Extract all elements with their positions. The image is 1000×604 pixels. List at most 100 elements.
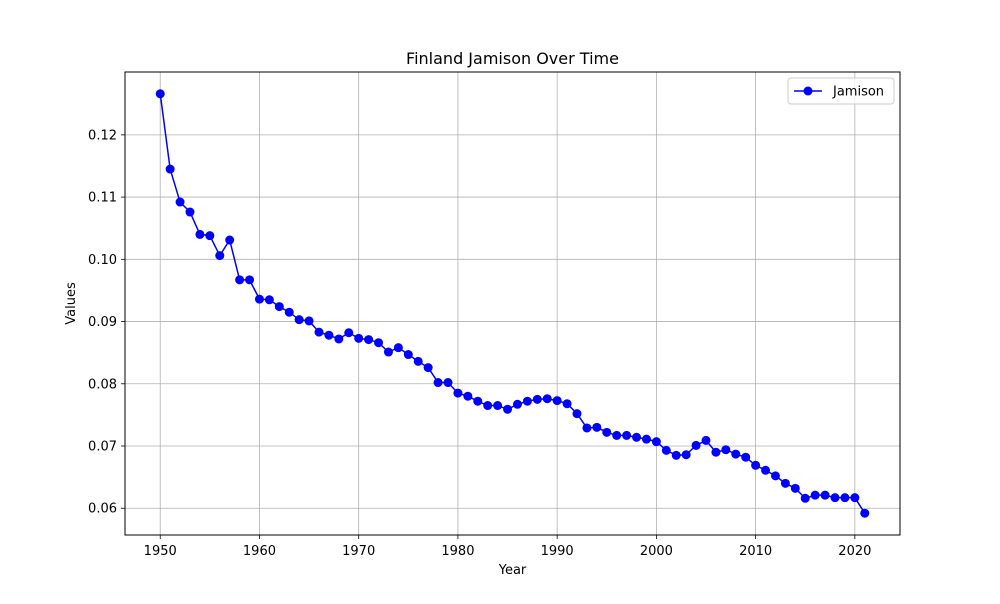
series-layer — [155, 89, 870, 518]
data-point — [731, 449, 741, 459]
data-point — [344, 328, 354, 338]
data-point — [800, 493, 810, 503]
data-point — [393, 343, 403, 353]
x-tick-label: 1990 — [541, 544, 574, 559]
y-tick-label: 0.07 — [88, 440, 117, 455]
data-point — [721, 445, 731, 455]
x-tick-label: 1980 — [441, 544, 474, 559]
data-point — [304, 316, 314, 326]
plot-frame — [124, 71, 901, 536]
data-point — [483, 401, 493, 411]
chart-title: Finland Jamison Over Time — [406, 49, 619, 68]
data-point — [185, 207, 195, 217]
x-axis: 1950 1960 1970 1980 1990 2000 2010 2020 — [144, 535, 871, 559]
data-point — [165, 164, 175, 174]
data-point — [463, 391, 473, 401]
data-point — [245, 275, 255, 285]
y-tick-label: 0.09 — [88, 315, 117, 330]
x-axis-label: Year — [498, 563, 527, 578]
data-point — [284, 307, 294, 317]
data-point — [542, 394, 552, 404]
data-point — [850, 493, 860, 503]
data-point — [215, 251, 225, 261]
data-point — [691, 440, 701, 450]
legend-marker — [803, 86, 813, 96]
data-point — [592, 422, 602, 432]
data-point — [780, 478, 790, 488]
data-point — [860, 508, 870, 518]
data-point — [225, 235, 235, 245]
legend-box — [787, 77, 895, 105]
data-point — [443, 378, 453, 388]
data-point — [334, 334, 344, 344]
data-point — [324, 330, 334, 340]
grid — [125, 72, 900, 535]
legend-label: Jamison — [832, 85, 884, 100]
data-point — [493, 401, 503, 411]
data-point — [175, 197, 185, 207]
data-point — [701, 435, 711, 445]
y-tick-label: 0.10 — [88, 253, 117, 268]
data-point — [572, 409, 582, 419]
data-point — [562, 399, 572, 409]
data-point — [681, 450, 691, 460]
legend: Jamison — [787, 77, 895, 105]
data-point — [532, 394, 542, 404]
x-tick-label: 2010 — [739, 544, 772, 559]
data-point — [433, 378, 443, 388]
y-axis-label: Values — [64, 282, 79, 325]
data-point — [473, 396, 483, 406]
data-point — [364, 335, 374, 345]
data-point — [761, 465, 771, 475]
data-point — [632, 432, 642, 442]
data-point — [512, 399, 522, 409]
data-point — [374, 338, 384, 348]
data-point — [751, 460, 761, 470]
data-point — [612, 430, 622, 440]
data-point — [264, 295, 274, 305]
data-point — [195, 229, 205, 239]
data-point — [770, 471, 780, 481]
data-point — [790, 483, 800, 493]
data-point — [711, 447, 721, 457]
data-point — [582, 423, 592, 433]
data-point — [274, 302, 284, 312]
data-point — [155, 89, 165, 99]
data-point — [503, 404, 513, 414]
y-tick-label: 0.06 — [88, 502, 117, 517]
x-tick-label: 2020 — [838, 544, 871, 559]
data-point — [651, 437, 661, 447]
data-point — [661, 445, 671, 455]
y-tick-label: 0.08 — [88, 377, 117, 392]
data-point — [840, 493, 850, 503]
data-point — [423, 363, 433, 373]
y-tick-label: 0.12 — [88, 128, 117, 143]
y-tick-label: 0.11 — [88, 191, 117, 206]
data-point — [383, 347, 393, 357]
x-tick-label: 1960 — [243, 544, 276, 559]
data-point — [820, 490, 830, 500]
x-tick-label: 1970 — [342, 544, 375, 559]
data-point — [413, 356, 423, 366]
data-point — [671, 450, 681, 460]
data-point — [403, 350, 413, 360]
data-point — [314, 327, 324, 337]
data-point — [522, 396, 532, 406]
data-point — [354, 333, 364, 343]
data-point — [205, 231, 215, 241]
data-point — [622, 430, 632, 440]
data-point — [254, 294, 264, 304]
x-tick-label: 1950 — [144, 544, 177, 559]
y-axis: 0.06 0.07 0.08 0.09 0.10 0.11 0.12 — [88, 128, 125, 517]
data-point — [741, 452, 751, 462]
data-point — [235, 275, 245, 285]
data-point — [810, 490, 820, 500]
data-point — [552, 396, 562, 406]
data-point — [641, 434, 651, 444]
x-tick-label: 2000 — [640, 544, 673, 559]
data-point — [830, 493, 840, 503]
data-point — [453, 388, 463, 398]
data-point — [294, 315, 304, 325]
